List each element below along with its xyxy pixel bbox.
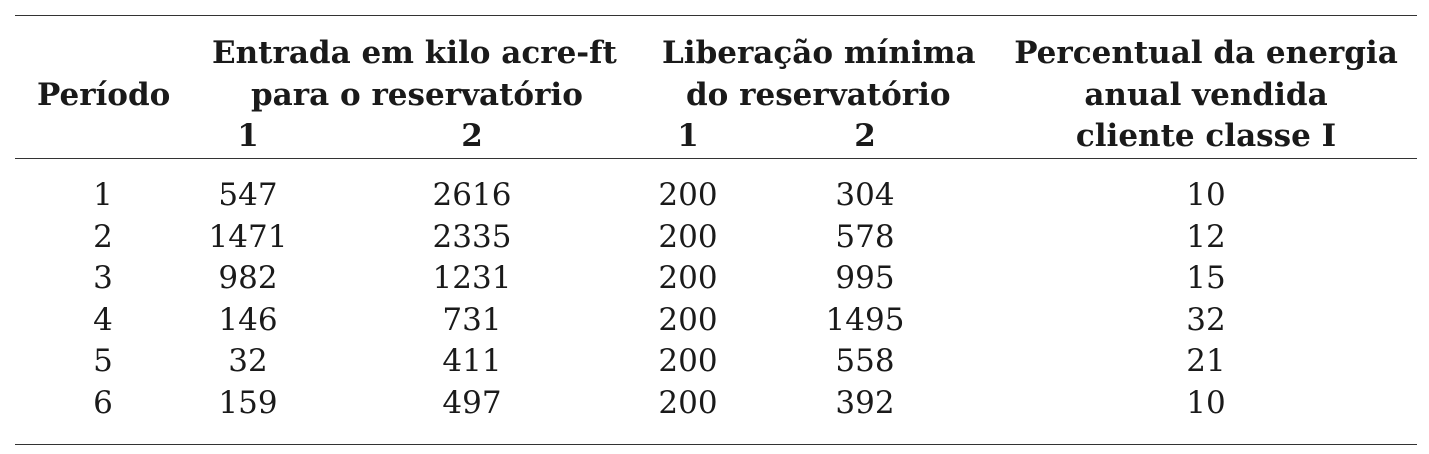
table-cell: 32 [228,343,268,379]
header-percentual-line1: Percentual da energia [1014,35,1398,71]
table-cell: 200 [658,302,718,338]
header-entrada-line1: Entrada em kilo acre-ft [212,35,617,71]
table-cell: 200 [658,385,718,421]
header-rule [15,158,1417,159]
table-cell: 10 [1186,385,1226,421]
table-cell: 200 [658,343,718,379]
table-cell: 12 [1186,219,1226,255]
header-periodo: Período [37,77,171,113]
table-cell: 1495 [825,302,905,338]
table-cell: 995 [835,260,895,296]
table-cell: 6 [93,385,113,421]
table-cell: 982 [218,260,278,296]
header-entrada-line2: para o reservatório [251,77,583,113]
table-cell: 200 [658,260,718,296]
table-cell: 5 [93,343,113,379]
table-cell: 411 [442,343,502,379]
table-cell: 159 [218,385,278,421]
table-cell: 15 [1186,260,1226,296]
table-cell: 2335 [432,219,512,255]
table-cell: 1471 [208,219,288,255]
header-entrada-sub2: 2 [461,118,483,154]
header-percentual-line3: cliente classe I [1075,118,1337,154]
table-cell: 1231 [432,260,512,296]
bottom-rule [15,444,1417,445]
header-liberacao-line1: Liberação mínima [662,35,976,71]
header-liberacao-line2: do reservatório [686,77,951,113]
table-cell: 392 [835,385,895,421]
table-cell: 10 [1186,177,1226,213]
top-rule [15,15,1417,16]
header-percentual-line2: anual vendida [1084,77,1328,113]
table-cell: 2 [93,219,113,255]
table-cell: 200 [658,177,718,213]
table-cell: 731 [442,302,502,338]
table-cell: 558 [835,343,895,379]
table-cell: 2616 [432,177,512,213]
table-cell: 547 [218,177,278,213]
table-cell: 1 [93,177,113,213]
table-cell: 21 [1186,343,1226,379]
table-cell: 3 [93,260,113,296]
header-liberacao-sub1: 1 [677,118,699,154]
table-cell: 4 [93,302,113,338]
header-liberacao-sub2: 2 [854,118,876,154]
table-cell: 32 [1186,302,1226,338]
table-cell: 578 [835,219,895,255]
table-cell: 200 [658,219,718,255]
table-cell: 497 [442,385,502,421]
table-cell: 304 [835,177,895,213]
table-cell: 146 [218,302,278,338]
header-entrada-sub1: 1 [237,118,259,154]
